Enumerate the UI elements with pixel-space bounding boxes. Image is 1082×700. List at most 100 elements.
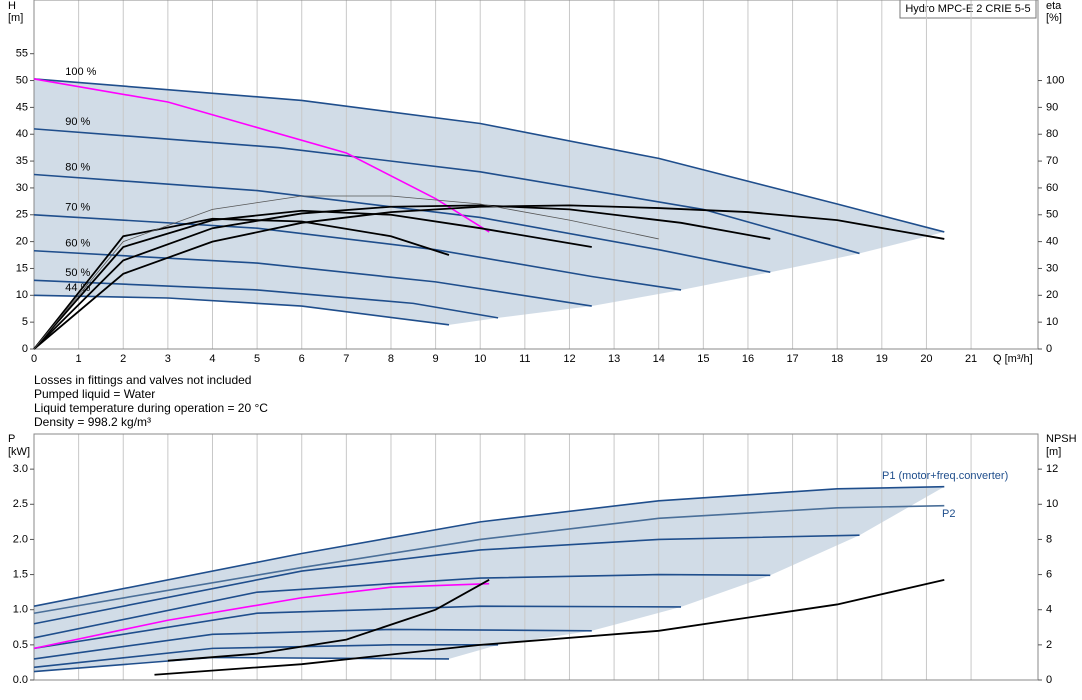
y2-tick-label: 2 [1046,639,1052,651]
y2-tick-label: 60 [1046,182,1058,194]
title-box [899,0,1037,19]
note: Density = 998.2 kg/m³ [34,415,151,429]
x-tick-label: 14 [653,353,665,365]
y2-tick-label: 0 [1046,674,1052,686]
curve-label: 90 % [65,116,90,128]
x-label: Q [m³/h] [993,353,1033,365]
x-tick-label: 13 [608,353,620,365]
y-label: H [8,0,16,12]
y2-tick-label: 6 [1046,568,1052,580]
curve [33,294,450,326]
y2-tick-label: 12 [1046,463,1058,475]
curve [33,534,860,625]
y2-tick-label: 30 [1046,262,1058,274]
curve [33,504,945,615]
annotation: P1 (motor+freq.converter) [882,470,1008,482]
curve-label: 70 % [65,202,90,214]
y2-tick-label: 90 [1046,101,1058,113]
y2-tick-label: 50 [1046,209,1058,221]
curve [33,128,860,255]
x-tick-label: 6 [299,353,305,365]
operating-region [34,486,945,672]
secondary-curve [33,195,659,350]
chart-title: Hydro MPC-E 2 CRIE 5-5 [905,3,1030,15]
curve-label: 80 % [65,161,90,173]
y-tick-label: 0 [22,343,28,355]
curve-label: 100 % [65,66,96,78]
y2-tick-label: 20 [1046,289,1058,301]
y-unit: [kW] [8,446,30,458]
secondary-curve [154,578,945,676]
x-tick-label: 15 [697,353,709,365]
x-tick-label: 17 [786,353,798,365]
curve-label: 60 % [65,238,90,250]
curve-label: 50 % [65,267,90,279]
curve [33,582,490,650]
y2-tick-label: 10 [1046,316,1058,328]
y2-tick-label: 0 [1046,343,1052,355]
x-tick-label: 12 [563,353,575,365]
y2-tick-label: 4 [1046,604,1052,616]
curve [33,485,945,607]
y-tick-label: 20 [16,236,28,248]
operating-region [34,78,945,325]
y-tick-label: 0.5 [13,639,28,651]
y-tick-label: 55 [16,48,28,60]
secondary-curve [33,217,450,350]
y-tick-label: 45 [16,101,28,113]
y2-label: eta [1046,0,1062,12]
x-tick-label: 11 [519,353,530,365]
plot-frame [33,433,1039,681]
x-tick-label: 8 [388,353,394,365]
y-tick-label: 30 [16,182,28,194]
secondary-curve [167,579,490,662]
note: Pumped liquid = Water [34,387,155,401]
x-tick-label: 1 [76,353,82,365]
y-tick-label: 40 [16,128,28,140]
y-tick-label: 2.0 [13,533,28,545]
y2-tick-label: 8 [1046,533,1052,545]
y-tick-label: 10 [16,289,28,301]
curve [33,78,945,233]
y2-tick-label: 80 [1046,128,1058,140]
secondary-curve [33,209,592,350]
curve [33,605,682,650]
secondary-curve [33,204,945,350]
x-tick-label: 7 [343,353,349,365]
x-tick-label: 2 [120,353,126,365]
y-tick-label: 1.5 [13,568,28,580]
y2-tick-label: 10 [1046,498,1058,510]
curve [33,573,771,639]
curve [33,249,592,307]
x-tick-label: 18 [831,353,843,365]
y-tick-label: 50 [16,74,28,86]
y-tick-label: 15 [16,262,28,274]
x-tick-label: 0 [31,353,37,365]
y2-label: NPSH [1046,433,1077,445]
y-tick-label: 0.0 [13,674,28,686]
note: Losses in fittings and valves not includ… [34,373,251,387]
x-tick-label: 21 [965,353,977,365]
y-tick-label: 1.0 [13,604,28,616]
y-tick-label: 25 [16,209,28,221]
y2-tick-label: 40 [1046,236,1058,248]
y-tick-label: 2.5 [13,498,28,510]
curve [33,78,490,233]
y-tick-label: 5 [22,316,28,328]
x-tick-label: 4 [209,353,215,365]
x-tick-label: 9 [433,353,439,365]
x-tick-label: 3 [165,353,171,365]
secondary-curve [33,204,771,350]
x-tick-label: 20 [920,353,932,365]
x-tick-label: 19 [876,353,888,365]
note: Liquid temperature during operation = 20… [34,401,268,415]
y-unit: [m] [8,12,23,24]
y2-tick-label: 70 [1046,155,1058,167]
y2-unit: [m] [1046,446,1061,458]
annotation: P2 [942,508,955,520]
y-tick-label: 35 [16,155,28,167]
x-tick-label: 5 [254,353,260,365]
y2-tick-label: 100 [1046,74,1064,86]
x-tick-label: 10 [474,353,486,365]
